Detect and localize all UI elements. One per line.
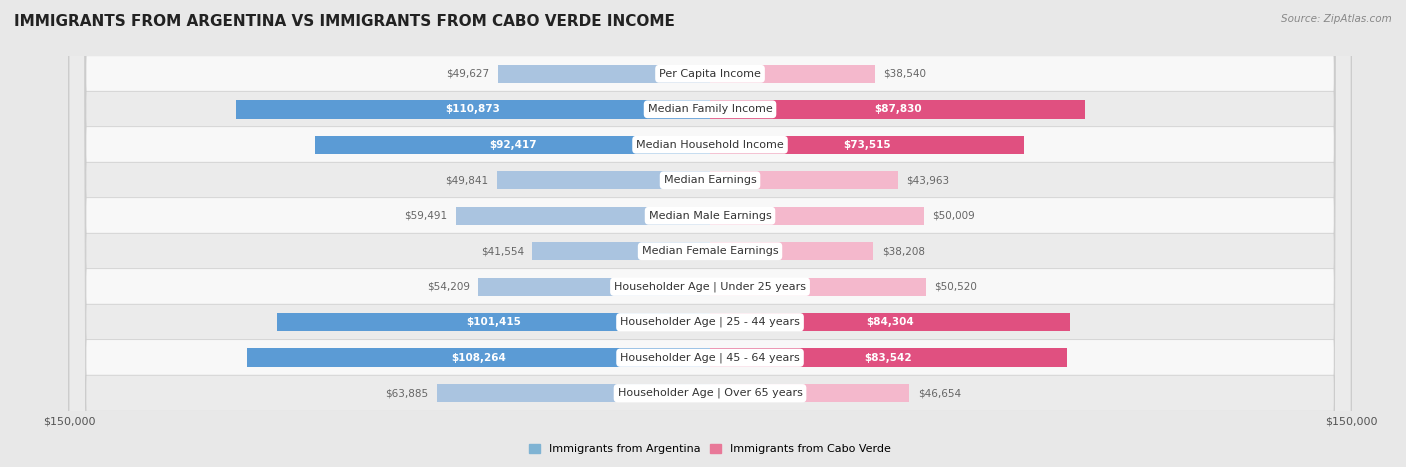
- Bar: [710, 348, 1067, 367]
- Text: Median Family Income: Median Family Income: [648, 104, 772, 114]
- Bar: [710, 171, 898, 190]
- Text: $50,520: $50,520: [935, 282, 977, 292]
- Bar: [710, 384, 910, 403]
- Text: Householder Age | Over 65 years: Householder Age | Over 65 years: [617, 388, 803, 398]
- Text: $108,264: $108,264: [451, 353, 506, 363]
- Bar: [498, 64, 710, 83]
- FancyBboxPatch shape: [69, 0, 1351, 467]
- Text: $63,885: $63,885: [385, 388, 429, 398]
- FancyBboxPatch shape: [69, 0, 1351, 467]
- Text: $49,841: $49,841: [446, 175, 488, 185]
- Text: Median Male Earnings: Median Male Earnings: [648, 211, 772, 221]
- Bar: [533, 242, 710, 261]
- FancyBboxPatch shape: [69, 0, 1351, 467]
- FancyBboxPatch shape: [69, 0, 1351, 467]
- Bar: [315, 135, 710, 154]
- FancyBboxPatch shape: [69, 0, 1351, 467]
- Text: IMMIGRANTS FROM ARGENTINA VS IMMIGRANTS FROM CABO VERDE INCOME: IMMIGRANTS FROM ARGENTINA VS IMMIGRANTS …: [14, 14, 675, 29]
- Text: $101,415: $101,415: [465, 317, 520, 327]
- Text: $49,627: $49,627: [446, 69, 489, 79]
- Text: $38,540: $38,540: [883, 69, 927, 79]
- Text: $87,830: $87,830: [875, 104, 921, 114]
- Bar: [710, 313, 1070, 332]
- Text: $110,873: $110,873: [446, 104, 501, 114]
- Bar: [247, 348, 710, 367]
- Text: $46,654: $46,654: [918, 388, 962, 398]
- Text: Source: ZipAtlas.com: Source: ZipAtlas.com: [1281, 14, 1392, 24]
- Bar: [437, 384, 710, 403]
- Bar: [710, 64, 875, 83]
- Text: Householder Age | Under 25 years: Householder Age | Under 25 years: [614, 282, 806, 292]
- Text: $59,491: $59,491: [404, 211, 447, 221]
- Bar: [710, 135, 1024, 154]
- Text: $38,208: $38,208: [882, 246, 925, 256]
- Text: Householder Age | 25 - 44 years: Householder Age | 25 - 44 years: [620, 317, 800, 327]
- Text: $41,554: $41,554: [481, 246, 524, 256]
- FancyBboxPatch shape: [69, 0, 1351, 467]
- Text: Householder Age | 45 - 64 years: Householder Age | 45 - 64 years: [620, 353, 800, 363]
- Text: $43,963: $43,963: [907, 175, 949, 185]
- Bar: [710, 206, 924, 225]
- Text: $50,009: $50,009: [932, 211, 974, 221]
- FancyBboxPatch shape: [69, 0, 1351, 467]
- FancyBboxPatch shape: [69, 0, 1351, 467]
- Text: $73,515: $73,515: [844, 140, 891, 150]
- Text: $83,542: $83,542: [865, 353, 912, 363]
- Text: $92,417: $92,417: [489, 140, 536, 150]
- Bar: [710, 242, 873, 261]
- Bar: [710, 100, 1085, 119]
- Text: Median Earnings: Median Earnings: [664, 175, 756, 185]
- Bar: [277, 313, 710, 332]
- Text: $84,304: $84,304: [866, 317, 914, 327]
- Bar: [236, 100, 710, 119]
- Bar: [478, 277, 710, 296]
- Bar: [710, 277, 927, 296]
- Bar: [456, 206, 710, 225]
- Text: Median Household Income: Median Household Income: [636, 140, 785, 150]
- FancyBboxPatch shape: [69, 0, 1351, 467]
- Legend: Immigrants from Argentina, Immigrants from Cabo Verde: Immigrants from Argentina, Immigrants fr…: [524, 439, 896, 459]
- Text: $54,209: $54,209: [427, 282, 470, 292]
- Text: Median Female Earnings: Median Female Earnings: [641, 246, 779, 256]
- Bar: [498, 171, 710, 190]
- FancyBboxPatch shape: [69, 0, 1351, 467]
- Text: Per Capita Income: Per Capita Income: [659, 69, 761, 79]
